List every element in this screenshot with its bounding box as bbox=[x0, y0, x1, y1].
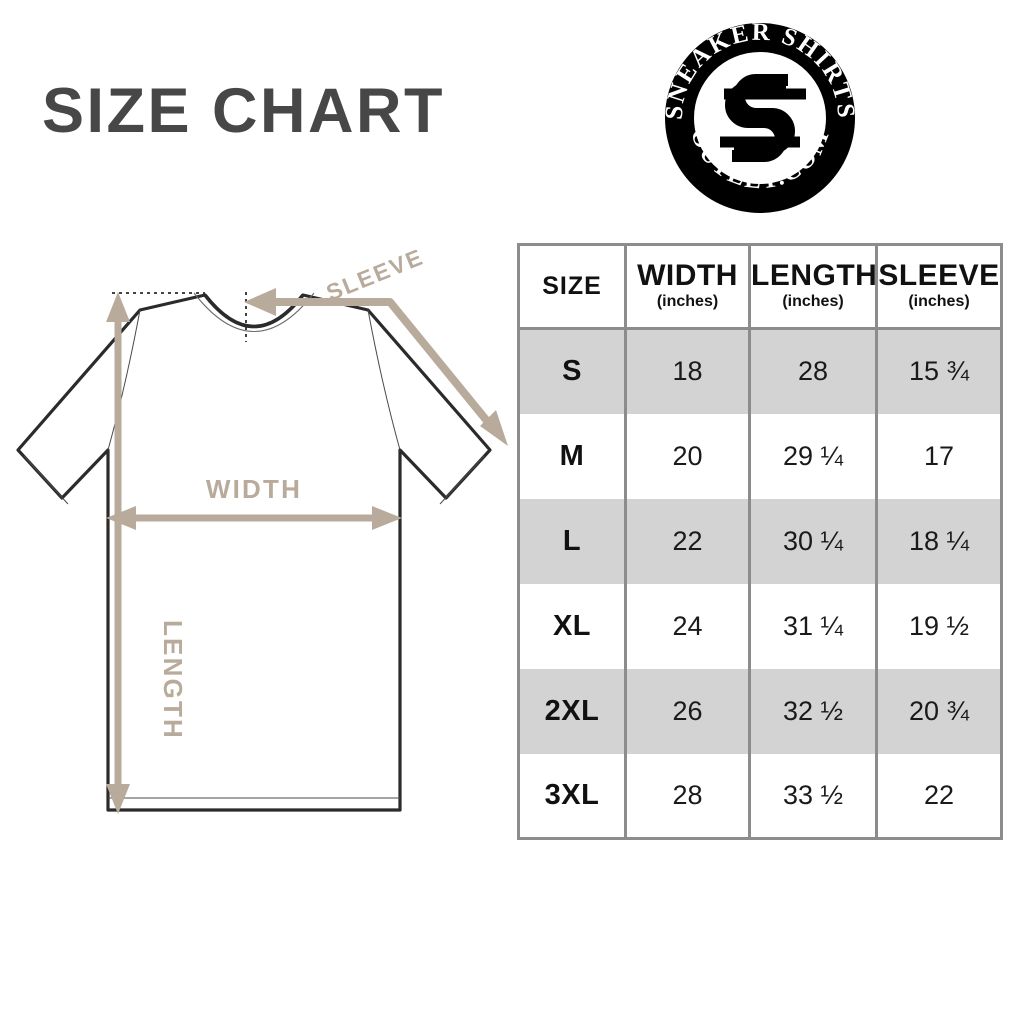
cell-width: 20 bbox=[624, 413, 751, 499]
length-arrowhead-down bbox=[106, 784, 130, 814]
column-header-width: WIDTH (inches) bbox=[624, 244, 751, 330]
column-header-length: LENGTH (inches) bbox=[748, 244, 878, 330]
tshirt-diagram: LENGTH WIDTH SLEEVE bbox=[16, 250, 508, 814]
column-header-size: SIZE bbox=[517, 244, 627, 330]
logo-monogram-bars bbox=[720, 88, 806, 148]
cell-sleeve: 15 ¾ bbox=[875, 328, 1003, 414]
cell-length: 32 ½ bbox=[748, 668, 878, 754]
cell-size: S bbox=[517, 328, 627, 414]
length-guide-dotted bbox=[112, 292, 247, 342]
cell-size: M bbox=[517, 413, 627, 499]
length-measure-arrow bbox=[106, 292, 130, 814]
table-row: 2XL 26 32 ½ 20 ¾ bbox=[517, 668, 1003, 754]
column-header-length-units: (inches) bbox=[782, 293, 844, 311]
cell-length: 31 ¼ bbox=[748, 583, 878, 669]
table-row: S 18 28 15 ¾ bbox=[517, 328, 1003, 414]
table-row: XL 24 31 ¼ 19 ½ bbox=[517, 583, 1003, 669]
cell-sleeve: 18 ¼ bbox=[875, 498, 1003, 584]
table-row: 3XL 28 33 ½ 22 bbox=[517, 753, 1003, 839]
cell-width: 22 bbox=[624, 498, 751, 584]
column-header-sleeve-units: (inches) bbox=[908, 293, 970, 311]
column-header-length-label: LENGTH bbox=[751, 258, 878, 292]
cell-width: 24 bbox=[624, 583, 751, 669]
cell-width: 18 bbox=[624, 328, 751, 414]
cell-width: 26 bbox=[624, 668, 751, 754]
tshirt-collar-icon bbox=[203, 293, 305, 329]
page-title: SIZE CHART bbox=[42, 76, 445, 146]
size-chart-table: SIZE WIDTH (inches) LENGTH (inches) SLEE… bbox=[517, 243, 1003, 840]
length-arrowhead-up bbox=[106, 292, 130, 322]
cell-length: 28 bbox=[748, 328, 878, 414]
cell-width: 28 bbox=[624, 753, 751, 839]
cell-size: 2XL bbox=[517, 668, 627, 754]
sleeve-arrowhead-left bbox=[244, 288, 276, 316]
width-arrowhead-left bbox=[106, 506, 136, 530]
width-arrowhead-right bbox=[372, 506, 402, 530]
table-row: L 22 30 ¼ 18 ¼ bbox=[517, 498, 1003, 584]
sleeve-arrowhead-end bbox=[480, 410, 508, 446]
column-header-width-units: (inches) bbox=[656, 293, 719, 311]
tshirt-seam-lines bbox=[23, 309, 485, 799]
width-label: WIDTH bbox=[206, 474, 302, 504]
width-measure-arrow bbox=[106, 506, 402, 530]
cell-sleeve: 20 ¾ bbox=[875, 668, 1003, 754]
cell-length: 29 ¼ bbox=[748, 413, 878, 499]
sleeve-label: SLEEVE bbox=[322, 250, 427, 306]
column-header-size-label: SIZE bbox=[542, 272, 602, 300]
cell-size: 3XL bbox=[517, 753, 627, 839]
cell-length: 33 ½ bbox=[748, 753, 878, 839]
table-header-row: SIZE WIDTH (inches) LENGTH (inches) SLEE… bbox=[517, 244, 1003, 330]
table-row: M 20 29 ¼ 17 bbox=[517, 413, 1003, 499]
cell-length: 30 ¼ bbox=[748, 498, 878, 584]
cell-sleeve: 19 ½ bbox=[875, 583, 1003, 669]
column-header-sleeve-label: SLEEVE bbox=[878, 258, 1000, 292]
column-header-sleeve: SLEEVE (inches) bbox=[875, 244, 1003, 330]
brand-logo: SNEAKER SHIRTS OUTLET.COM bbox=[661, 19, 857, 213]
column-header-width-label: WIDTH bbox=[637, 258, 738, 292]
sleeve-measure-arrow bbox=[262, 298, 500, 435]
tshirt-outline-icon bbox=[16, 293, 492, 812]
cell-sleeve: 17 bbox=[875, 413, 1003, 499]
tshirt-collar-inner bbox=[193, 292, 315, 333]
length-label: LENGTH bbox=[158, 620, 188, 740]
cell-sleeve: 22 bbox=[875, 753, 1003, 839]
cell-size: L bbox=[517, 498, 627, 584]
cell-size: XL bbox=[517, 583, 627, 669]
